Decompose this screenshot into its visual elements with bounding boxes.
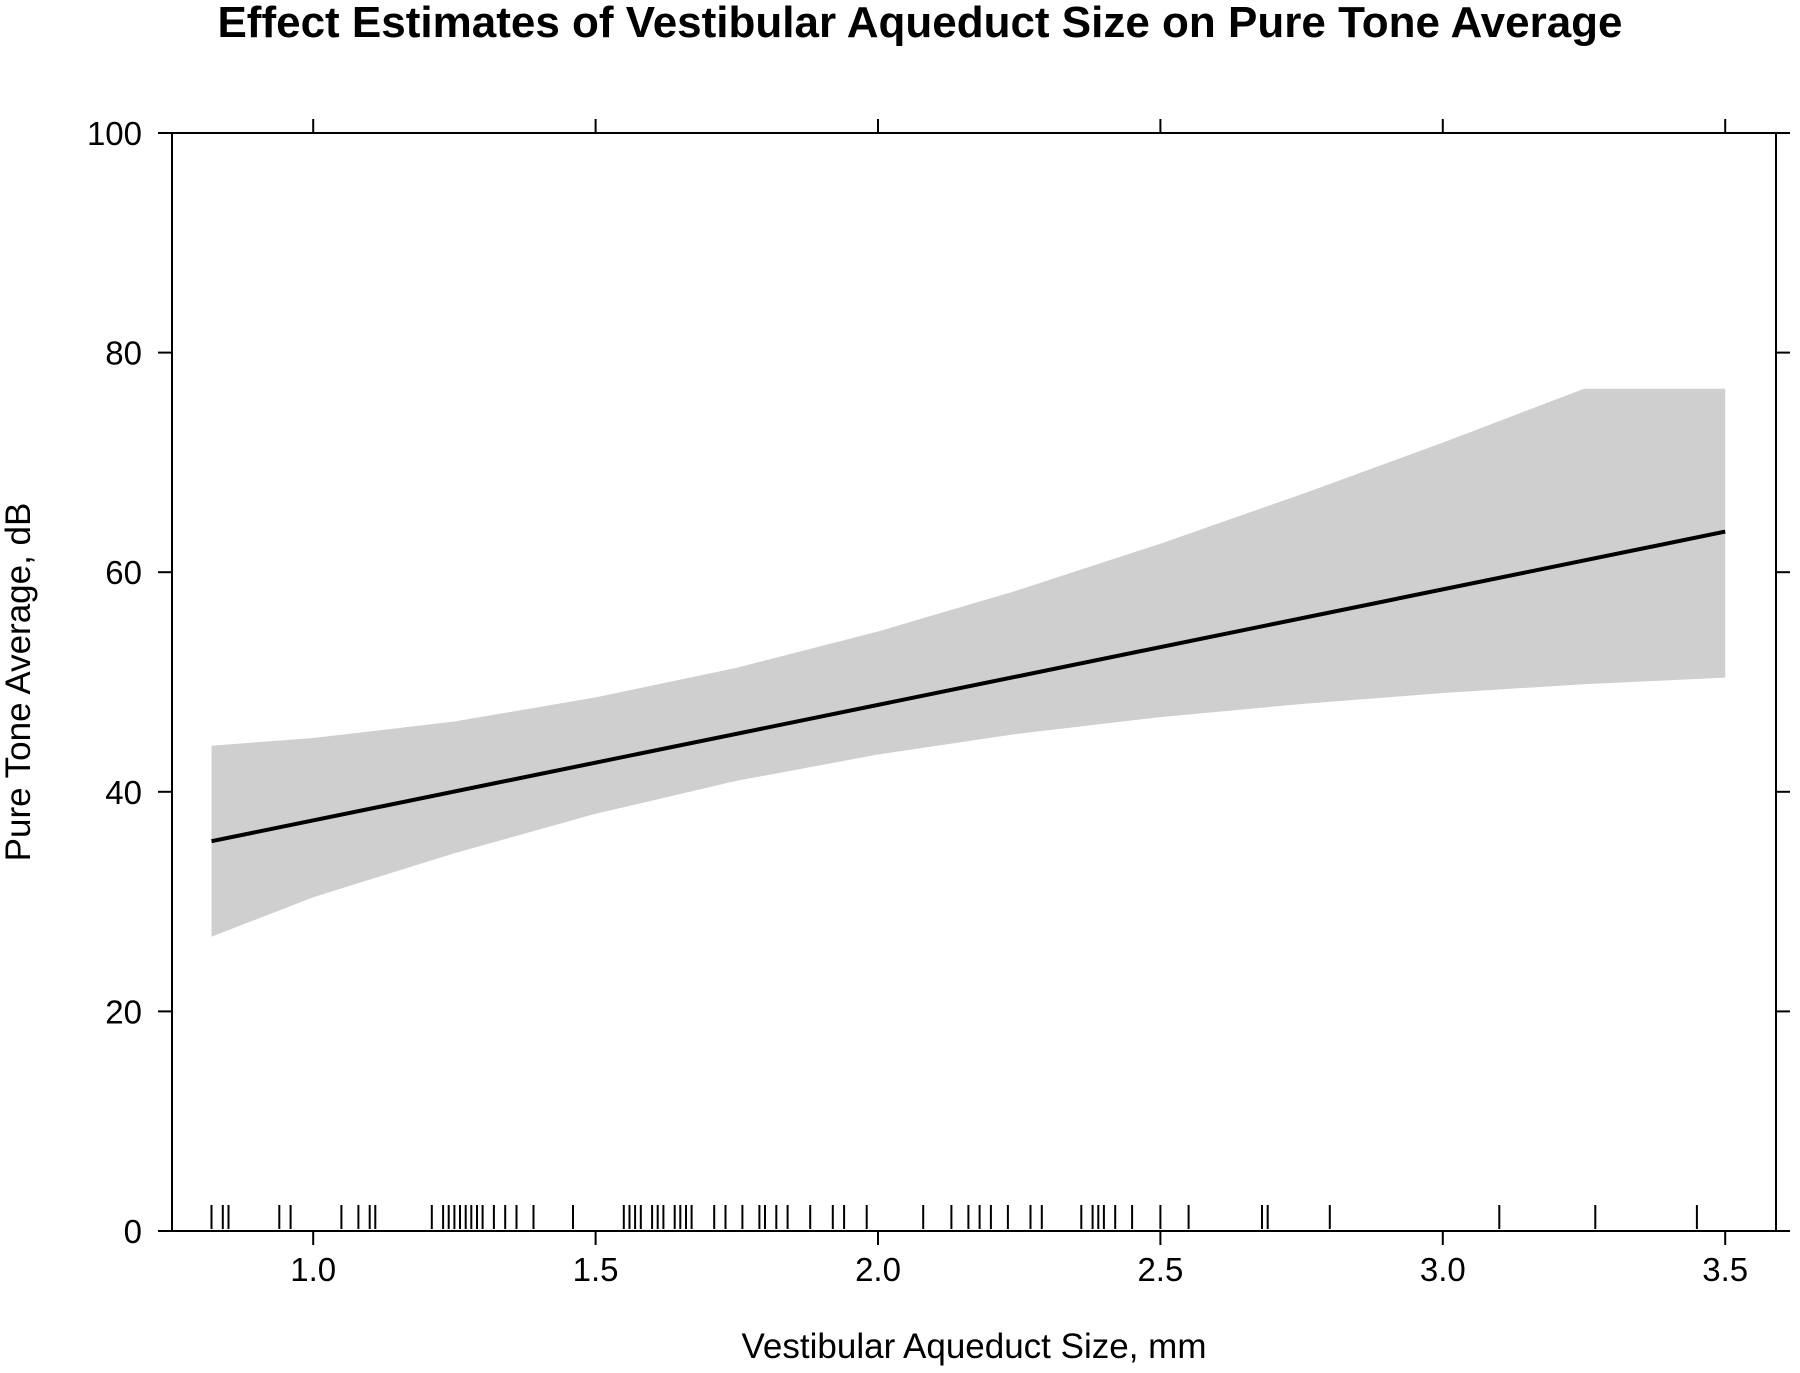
x-tick-label: 1.0 <box>290 1251 336 1288</box>
plot-area <box>210 388 1726 1229</box>
y-tick-label: 60 <box>105 554 142 591</box>
y-tick-label: 80 <box>105 335 142 372</box>
series-line <box>211 529 1726 844</box>
y-axis-label: Pure Tone Average, dB <box>0 503 38 862</box>
y-tick-label: 0 <box>124 1213 142 1250</box>
y-tick-label: 20 <box>105 993 142 1030</box>
chart-title: Effect Estimates of Vestibular Aqueduct … <box>217 0 1622 47</box>
x-tick-label: 3.5 <box>1702 1251 1748 1288</box>
x-axis-label: Vestibular Aqueduct Size, mm <box>742 1327 1207 1366</box>
y-tick-label: 40 <box>105 774 142 811</box>
x-tick-label: 2.5 <box>1137 1251 1183 1288</box>
x-tick-label: 2.0 <box>855 1251 901 1288</box>
plot-frame <box>171 132 1777 1232</box>
y-tick-label: 100 <box>87 115 142 152</box>
x-tick-label: 3.0 <box>1420 1251 1466 1288</box>
x-axis: 1.0 1.5 2.0 2.5 3.0 3.5 <box>290 119 1748 1288</box>
y-axis: 0 20 40 60 80 100 <box>87 115 1790 1250</box>
x-tick-label: 1.5 <box>573 1251 619 1288</box>
confidence-band <box>211 388 1726 937</box>
